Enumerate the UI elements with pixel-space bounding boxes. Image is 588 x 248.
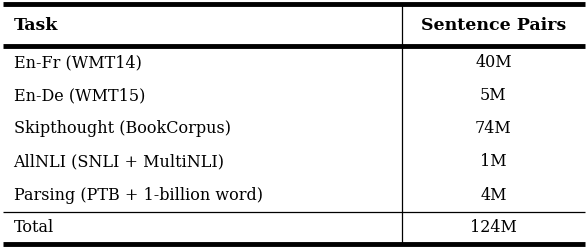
Text: 5M: 5M [480, 88, 507, 104]
Text: Parsing (PTB + 1-billion word): Parsing (PTB + 1-billion word) [14, 186, 262, 204]
Text: 40M: 40M [475, 54, 512, 71]
Text: Task: Task [14, 17, 58, 33]
Text: 4M: 4M [480, 186, 507, 204]
Text: 124M: 124M [470, 219, 517, 236]
Text: AllNLI (SNLI + MultiNLI): AllNLI (SNLI + MultiNLI) [14, 154, 225, 170]
Text: En-De (WMT15): En-De (WMT15) [14, 88, 145, 104]
Text: 74M: 74M [475, 121, 512, 137]
Text: Sentence Pairs: Sentence Pairs [421, 17, 566, 33]
Text: Total: Total [14, 219, 54, 236]
Text: En-Fr (WMT14): En-Fr (WMT14) [14, 54, 141, 71]
Text: Skipthought (BookCorpus): Skipthought (BookCorpus) [14, 121, 230, 137]
Text: 1M: 1M [480, 154, 507, 170]
